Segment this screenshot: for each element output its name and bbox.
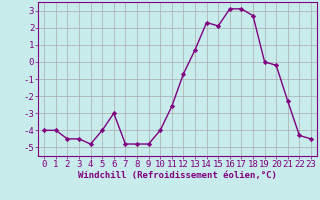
X-axis label: Windchill (Refroidissement éolien,°C): Windchill (Refroidissement éolien,°C) bbox=[78, 171, 277, 180]
